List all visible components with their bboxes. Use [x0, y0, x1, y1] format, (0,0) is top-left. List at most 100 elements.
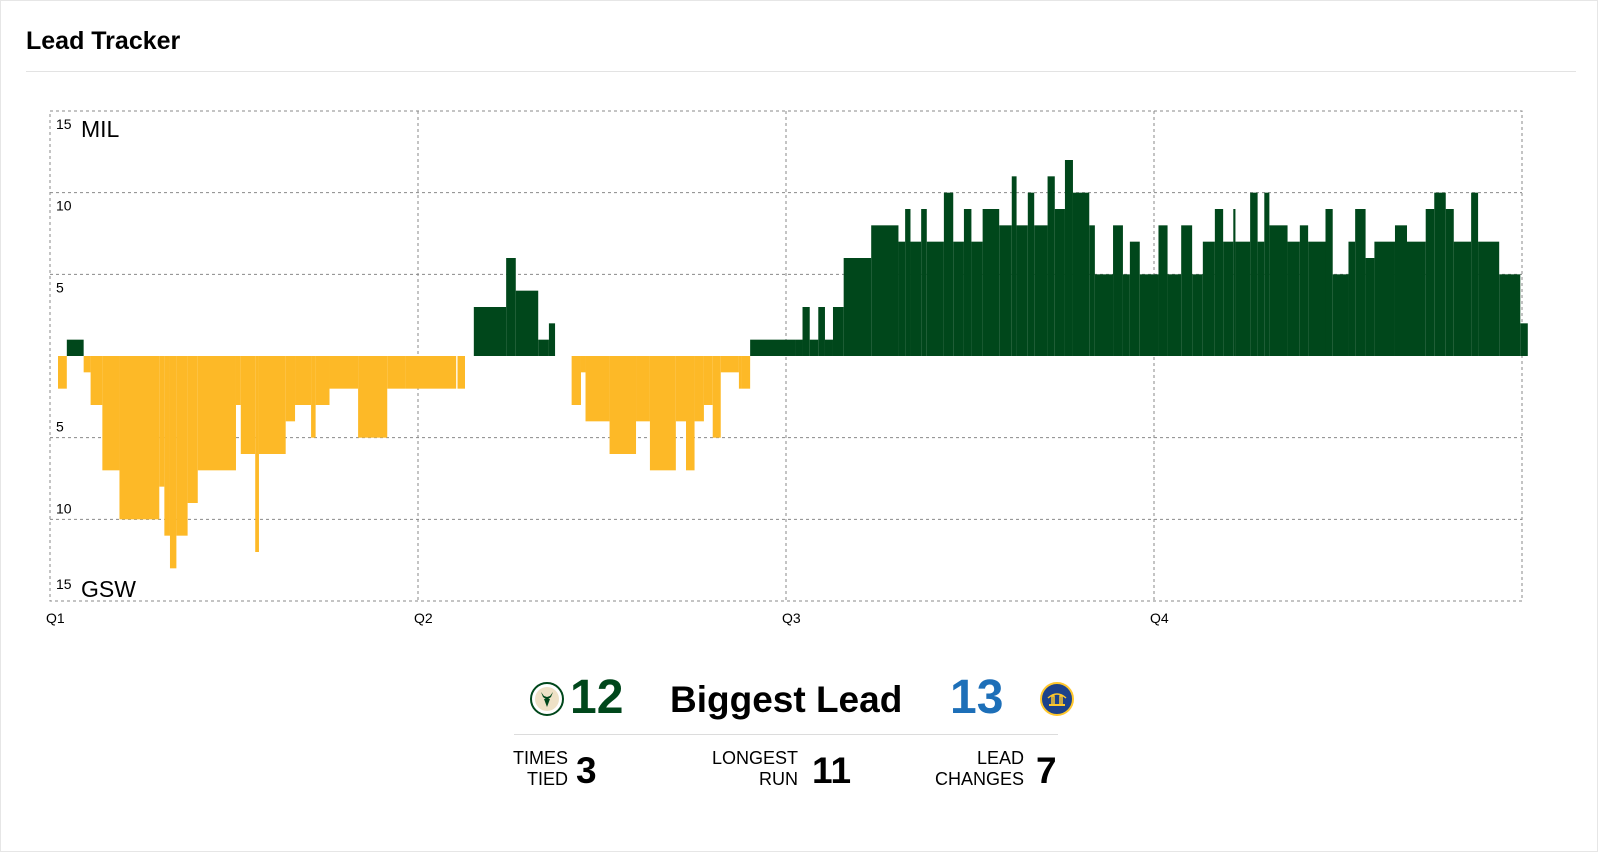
mil-lead-bar [515, 290, 539, 356]
gsw-lead-bar [387, 356, 406, 389]
gsw-lead-bar [258, 356, 286, 454]
times-tied-label-line1: TIMES [512, 748, 568, 768]
lead-changes-label-line1: LEAD [976, 748, 1024, 768]
mil-lead-bar [1214, 209, 1224, 356]
gsw-lead-bar [235, 356, 241, 405]
mil-lead-bar [1520, 323, 1528, 356]
mil-lead-bar [1139, 274, 1159, 356]
mil-lead-bar [971, 241, 983, 356]
mil-lead-bar [795, 339, 803, 356]
mil-lead-bar [506, 258, 516, 356]
mil-axis-label: MIL [81, 116, 120, 142]
mil-lead-bar [953, 241, 964, 356]
mil-lead-bar [1499, 274, 1521, 356]
mil-lead-bar [921, 209, 927, 356]
y-tick-label: 10 [56, 198, 72, 214]
mil-lead-bar [898, 241, 906, 356]
mil-lead-bar [963, 209, 972, 356]
warriors-logo-icon [1040, 682, 1074, 716]
gsw-lead-bar [457, 356, 465, 389]
longest-run-stat: LONGEST RUN 11 [670, 748, 870, 794]
mil-lead-bar [832, 307, 844, 356]
lead-changes-stat: LEAD CHANGES 7 [890, 748, 1070, 794]
mil-lead-bar [1054, 209, 1065, 356]
gsw-lead-bar [90, 356, 103, 405]
mil-lead-bar [1011, 176, 1017, 356]
title-divider [26, 71, 1576, 72]
mil-lead-bar [548, 323, 556, 356]
mil-lead-bar [1257, 241, 1265, 356]
x-tick-label: Q2 [414, 610, 433, 626]
gsw-lead-bar [703, 356, 713, 405]
mil-lead-bar [843, 258, 872, 356]
gsw-lead-bar [176, 356, 188, 536]
y-tick-label: 5 [56, 419, 64, 435]
mil-lead-bar [66, 339, 84, 356]
y-tick-label: 15 [56, 576, 72, 592]
mil-lead-bar [1348, 241, 1356, 356]
gsw-lead-bar [311, 356, 316, 438]
mil-lead-bar [1374, 241, 1395, 356]
longest-run-label: LONGEST RUN [638, 748, 798, 790]
gsw-lead-bar [119, 356, 160, 520]
times-tied-stat: TIMES TIED 3 [500, 748, 620, 794]
gsw-lead-bar [694, 356, 704, 422]
gsw-lead-bar [712, 356, 721, 438]
mil-lead-bar [1407, 241, 1426, 356]
mil-lead-bar [1434, 192, 1446, 356]
card-title: Lead Tracker [26, 27, 181, 55]
mil-lead-bar [1089, 225, 1095, 356]
y-tick-label: 5 [56, 279, 64, 295]
x-tick-label: Q3 [782, 610, 801, 626]
gsw-lead-bar [741, 356, 751, 389]
mil-lead-bar [1471, 192, 1479, 356]
mil-lead-bar [1129, 241, 1140, 356]
mil-lead-bar [905, 209, 911, 356]
biggest-lead-label: Biggest Lead [670, 679, 903, 720]
mil-lead-bar [1202, 241, 1215, 356]
y-tick-label: 15 [56, 116, 72, 132]
gsw-lead-bar [329, 356, 359, 389]
mil-lead-bar [1332, 274, 1349, 356]
times-tied-label-line2: TIED [526, 769, 568, 789]
mil-lead-bar [802, 307, 810, 356]
gsw-axis-label: GSW [81, 576, 136, 602]
mil-lead-bar [1233, 209, 1236, 356]
mil-lead-bar [1365, 258, 1375, 356]
gsw-lead-bar [675, 356, 687, 422]
gsw-lead-bar [315, 356, 330, 405]
gsw-lead-bar [405, 356, 457, 389]
mil-lead-bar [1299, 225, 1309, 356]
mil-lead-bar [1445, 209, 1454, 356]
y-tick-label: 10 [56, 500, 72, 516]
mil-lead-bar [926, 241, 944, 356]
mil-lead-bar [1192, 274, 1203, 356]
mil-lead-bar [982, 209, 1000, 356]
gsw-lead-bar [585, 356, 610, 422]
mil-lead-bar [1269, 225, 1288, 356]
gsw-lead-bar [738, 356, 742, 389]
mil-lead-bar [910, 241, 922, 356]
longest-run-value: 11 [812, 750, 852, 791]
gsw-lead-bar [159, 356, 165, 487]
mil-lead-bar [1287, 241, 1300, 356]
mil-lead-bar [538, 339, 549, 356]
mil-lead-bar [999, 225, 1012, 356]
gsw-lead-bar [197, 356, 236, 471]
mil-lead-bar [1308, 241, 1326, 356]
mil-lead-bar [1122, 274, 1130, 356]
mil-lead-bar [943, 192, 954, 356]
mil-lead-bar [1016, 225, 1028, 356]
mil-lead-bar [1264, 192, 1270, 356]
gsw-lead-bar [255, 356, 259, 552]
gsw-lead-bar [102, 356, 120, 471]
x-tick-label: Q4 [1150, 610, 1169, 626]
mil-lead-bar [1094, 274, 1114, 356]
gsw-lead-bar [240, 356, 256, 454]
mil-lead-bar [1072, 192, 1090, 356]
mil-lead-bar [750, 339, 796, 356]
lead-tracker-chart: Q1 Q2 Q3 Q4 15 10 5 5 10 15 MIL GSW [46, 110, 1528, 626]
mil-lead-bar [1167, 274, 1182, 356]
gsw-lead-bar [636, 356, 650, 422]
